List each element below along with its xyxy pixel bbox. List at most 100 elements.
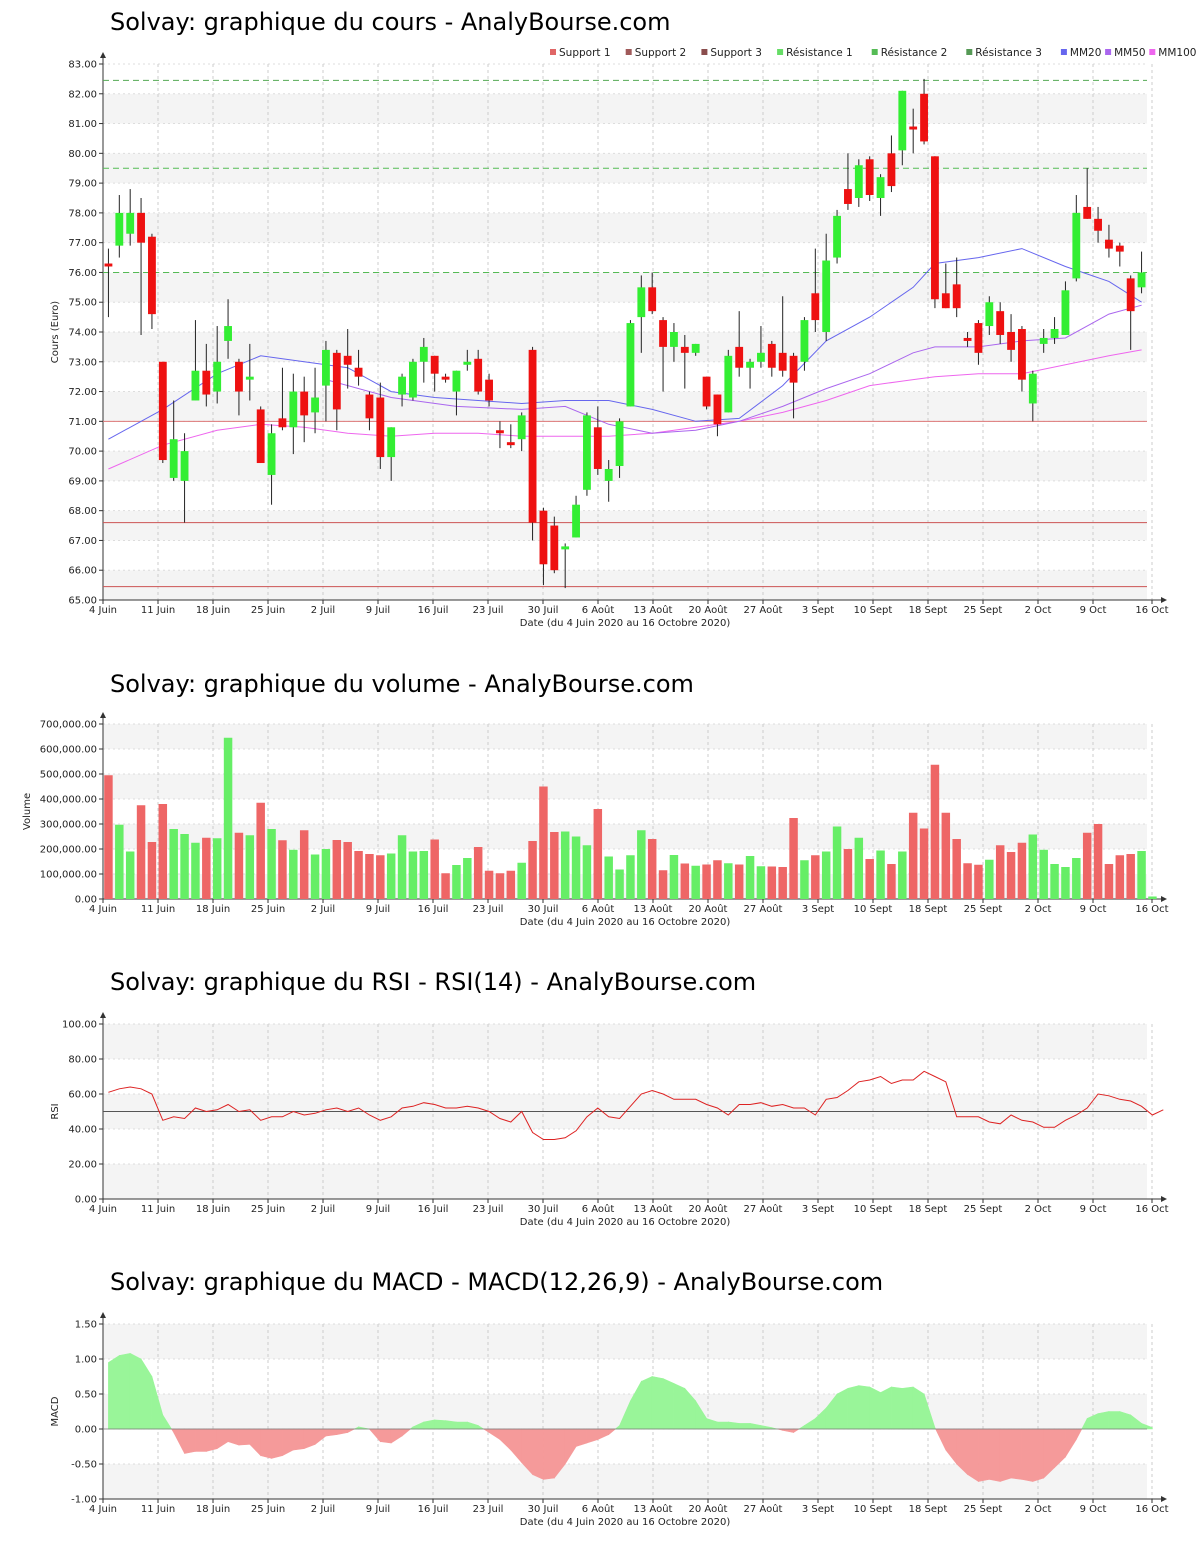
plot-band	[103, 212, 1147, 243]
x-tick-label: 16 Juil	[418, 1204, 449, 1215]
plot-band	[103, 1059, 1147, 1094]
volume-bar	[289, 849, 298, 899]
volume-bar	[430, 839, 439, 899]
volume-bar	[104, 775, 113, 899]
volume-bar	[724, 863, 733, 899]
volume-bar	[386, 853, 396, 899]
x-tick-label: 9 Juil	[366, 1504, 390, 1515]
candle-body	[854, 165, 863, 198]
candle-body	[702, 376, 711, 407]
volume-bar	[212, 838, 222, 899]
x-tick-label: 9 Oct	[1080, 605, 1107, 616]
candle-body	[213, 361, 222, 392]
y-tick-label: 80.00	[68, 1055, 97, 1066]
x-tick-label: 18 Juin	[196, 904, 230, 915]
plot-band	[103, 824, 1147, 849]
x-tick-label: 2 Oct	[1025, 1504, 1052, 1515]
candle-body	[898, 90, 907, 151]
y-tick-label: 72.00	[68, 387, 97, 398]
x-tick-label: 27 Août	[744, 604, 783, 616]
macd-area-positive	[434, 1419, 446, 1430]
macd-area-positive	[738, 1423, 751, 1430]
volume-bar	[1050, 864, 1059, 899]
volume-bar	[963, 863, 972, 899]
volume-bar	[1137, 851, 1146, 899]
macd-area-positive	[717, 1421, 729, 1430]
plot-band	[103, 1324, 1147, 1359]
x-tick-label: 4 Juin	[89, 605, 117, 616]
macd-area-negative	[1010, 1428, 1023, 1480]
macd-area-negative	[1032, 1428, 1044, 1482]
candle-body	[1072, 212, 1081, 279]
x-tick-label: 27 Août	[744, 903, 783, 915]
volume-bar	[832, 826, 842, 899]
volume-chart: 0.00 100,000.00 200,000.00 300,000.00 400,00…	[22, 712, 1169, 928]
y-tick-label: 78.00	[68, 208, 97, 219]
volume-bar	[495, 873, 505, 899]
volume-bar	[1017, 842, 1027, 899]
x-tick-label: 10 Sept	[854, 605, 893, 616]
candle-body	[409, 361, 417, 398]
x-tick-label: 11 Juin	[141, 605, 175, 616]
macd-area-positive	[869, 1386, 881, 1430]
candle-body	[115, 212, 124, 246]
x-tick-label: 23 Juil	[473, 1504, 504, 1515]
volume-bar	[441, 873, 450, 899]
volume-bar	[321, 849, 331, 899]
y-axis-arrow	[100, 52, 106, 58]
macd-chart-title: Solvay: graphique du MACD - MACD(12,26,9…	[110, 1268, 884, 1296]
y-tick-label: 68.00	[68, 506, 97, 517]
volume-bar	[463, 858, 472, 899]
x-tick-label: 6 Août	[582, 604, 615, 616]
volume-bar	[1093, 824, 1103, 899]
volume-bar	[691, 865, 700, 899]
candle-body	[963, 337, 972, 341]
volume-bar	[256, 802, 265, 899]
candle-body	[365, 394, 374, 419]
candle-body	[920, 93, 928, 142]
candle-body	[1115, 245, 1124, 252]
volume-bar	[734, 864, 744, 899]
legend-swatch	[1060, 49, 1067, 55]
macd-area-negative	[967, 1428, 979, 1483]
y-tick-label: 80.00	[68, 149, 97, 160]
x-tick-label: 3 Sept	[802, 1204, 834, 1215]
candle-body	[931, 156, 939, 300]
y-axis-arrow	[100, 712, 106, 718]
candle-body	[561, 546, 570, 550]
volume-bar	[169, 829, 178, 899]
x-tick-label: 30 Juil	[528, 1204, 559, 1215]
candle-body	[289, 391, 298, 428]
y-tick-label: 77.00	[68, 238, 97, 249]
x-tick-label: 3 Sept	[802, 1504, 834, 1515]
volume-bar	[626, 855, 635, 899]
x-tick-label: 2 Oct	[1025, 605, 1052, 616]
candle-body	[430, 355, 439, 374]
volume-bar	[452, 865, 461, 899]
plot-band	[103, 421, 1147, 452]
x-axis-arrow	[1161, 597, 1167, 603]
x-tick-label: 11 Juin	[141, 1504, 175, 1515]
candle-body	[811, 293, 820, 321]
candle-body	[1061, 290, 1070, 335]
candle-body	[300, 391, 309, 416]
y-tick-label: 82.00	[68, 89, 97, 100]
volume-bar	[908, 812, 918, 899]
price-frame: 65.00 66.00 67.00 68.00 69.00 70.00 71.00 72.00…	[50, 52, 1169, 629]
x-tick-label: 2 Juil	[311, 1504, 335, 1515]
volume-bar	[528, 841, 537, 899]
x-tick-label: 30 Juil	[528, 1504, 559, 1515]
y-tick-label: 81.00	[68, 119, 97, 130]
volume-bar	[1006, 852, 1016, 899]
y-tick-label: 0.50	[75, 1390, 97, 1401]
volume-bar	[550, 832, 559, 899]
x-tick-label: 16 Oct	[1135, 1204, 1168, 1215]
legend-label: Résistance 1	[786, 47, 853, 59]
volume-bar	[930, 764, 940, 899]
x-tick-label: 9 Juil	[366, 605, 390, 616]
candle-body	[844, 189, 852, 204]
volume-bar	[158, 804, 168, 899]
candle-body	[474, 358, 483, 392]
candle-body	[724, 355, 733, 413]
candle-body	[158, 361, 167, 461]
